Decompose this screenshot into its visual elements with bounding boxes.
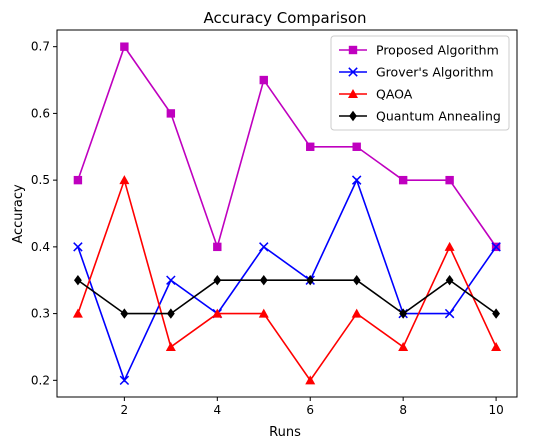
data-point-quantum-annealing bbox=[120, 308, 129, 319]
y-tick-label: 0.4 bbox=[31, 240, 50, 254]
data-point-quantum-annealing bbox=[492, 308, 500, 319]
series-line-proposed-algorithm bbox=[77, 44, 497, 250]
y-axis-label: Accuracy bbox=[11, 184, 26, 244]
y-tick-label: 0.2 bbox=[31, 373, 50, 387]
y-tick-label: 0.5 bbox=[31, 173, 50, 187]
x-tick-label: 6 bbox=[306, 403, 314, 417]
legend: Proposed Algorithm Grover's Algorithm QAOA… bbox=[330, 35, 510, 131]
series-line-quantum-annealing bbox=[77, 279, 497, 315]
y-axis: 0.2 0.3 0.4 0.5 0.6 0.7 bbox=[31, 40, 57, 387]
legend-label: QAOA bbox=[376, 87, 413, 102]
legend-label: Grover's Algorithm bbox=[376, 65, 494, 80]
plot-area bbox=[72, 42, 502, 386]
series-quantum-annealing bbox=[74, 275, 500, 319]
legend-entry-grover-s-algorithm: Grover's Algorithm bbox=[339, 65, 494, 80]
legend-label: Proposed Algorithm bbox=[376, 43, 499, 58]
data-point-qaoa bbox=[444, 241, 455, 251]
data-point-quantum-annealing bbox=[213, 275, 222, 286]
x-axis-label: Runs bbox=[269, 425, 301, 440]
plot-frame bbox=[56, 29, 518, 398]
data-point-qaoa bbox=[258, 308, 269, 318]
data-point-quantum-annealing bbox=[352, 275, 361, 286]
data-point-grover-s-algorithm bbox=[491, 242, 501, 252]
data-point-grover-s-algorithm bbox=[259, 242, 269, 252]
data-point-grover-s-algorithm bbox=[73, 242, 83, 252]
data-point-proposed-algorithm bbox=[120, 42, 129, 51]
legend-swatch-marker bbox=[348, 45, 358, 55]
chart-title: Accuracy Comparison bbox=[203, 9, 366, 27]
y-tick-label: 0.7 bbox=[31, 40, 50, 54]
data-point-proposed-algorithm bbox=[352, 142, 361, 151]
data-point-qaoa bbox=[72, 308, 83, 318]
data-point-qaoa bbox=[165, 341, 176, 351]
data-point-qaoa bbox=[398, 341, 409, 351]
legend-entry-qaoa: QAOA bbox=[339, 87, 413, 102]
data-point-proposed-algorithm bbox=[73, 175, 83, 185]
data-point-grover-s-algorithm bbox=[166, 275, 176, 285]
data-point-qaoa bbox=[305, 375, 316, 385]
data-point-proposed-algorithm bbox=[166, 109, 176, 118]
x-axis: 2 4 6 8 10 bbox=[121, 397, 504, 417]
legend-swatch-marker bbox=[348, 89, 358, 98]
legend-label: Quantum Annealing bbox=[376, 109, 501, 124]
x-tick-label: 4 bbox=[213, 403, 221, 417]
data-point-grover-s-algorithm bbox=[444, 308, 455, 319]
data-point-quantum-annealing bbox=[306, 275, 315, 286]
y-tick-label: 0.6 bbox=[31, 106, 50, 120]
data-point-proposed-algorithm bbox=[259, 75, 268, 85]
data-point-quantum-annealing bbox=[445, 275, 454, 286]
legend-box bbox=[330, 35, 510, 131]
legend-swatch-marker bbox=[349, 110, 357, 122]
data-point-quantum-annealing bbox=[399, 308, 408, 319]
y-tick-label: 0.3 bbox=[31, 307, 50, 321]
legend-entry-proposed-algorithm: Proposed Algorithm bbox=[339, 43, 499, 58]
legend-entry-quantum-annealing: Quantum Annealing bbox=[339, 109, 501, 124]
x-tick-label: 8 bbox=[399, 403, 407, 417]
data-point-grover-s-algorithm bbox=[119, 375, 130, 386]
x-tick-label: 10 bbox=[488, 403, 503, 417]
x-tick-label: 2 bbox=[121, 403, 129, 417]
data-point-grover-s-algorithm bbox=[351, 175, 362, 185]
data-point-qaoa bbox=[351, 308, 362, 318]
data-point-proposed-algorithm bbox=[445, 175, 454, 185]
data-point-proposed-algorithm bbox=[398, 175, 408, 185]
data-point-qaoa bbox=[119, 175, 130, 185]
data-point-quantum-annealing bbox=[166, 308, 175, 319]
data-point-quantum-annealing bbox=[259, 275, 268, 286]
data-point-proposed-algorithm bbox=[213, 242, 222, 252]
series-line-grover-s-algorithm bbox=[77, 178, 497, 383]
data-point-qaoa bbox=[491, 341, 502, 351]
data-point-proposed-algorithm bbox=[306, 142, 315, 151]
legend-swatch-marker bbox=[348, 67, 358, 77]
data-point-quantum-annealing bbox=[74, 275, 82, 286]
data-point-qaoa bbox=[212, 308, 223, 318]
